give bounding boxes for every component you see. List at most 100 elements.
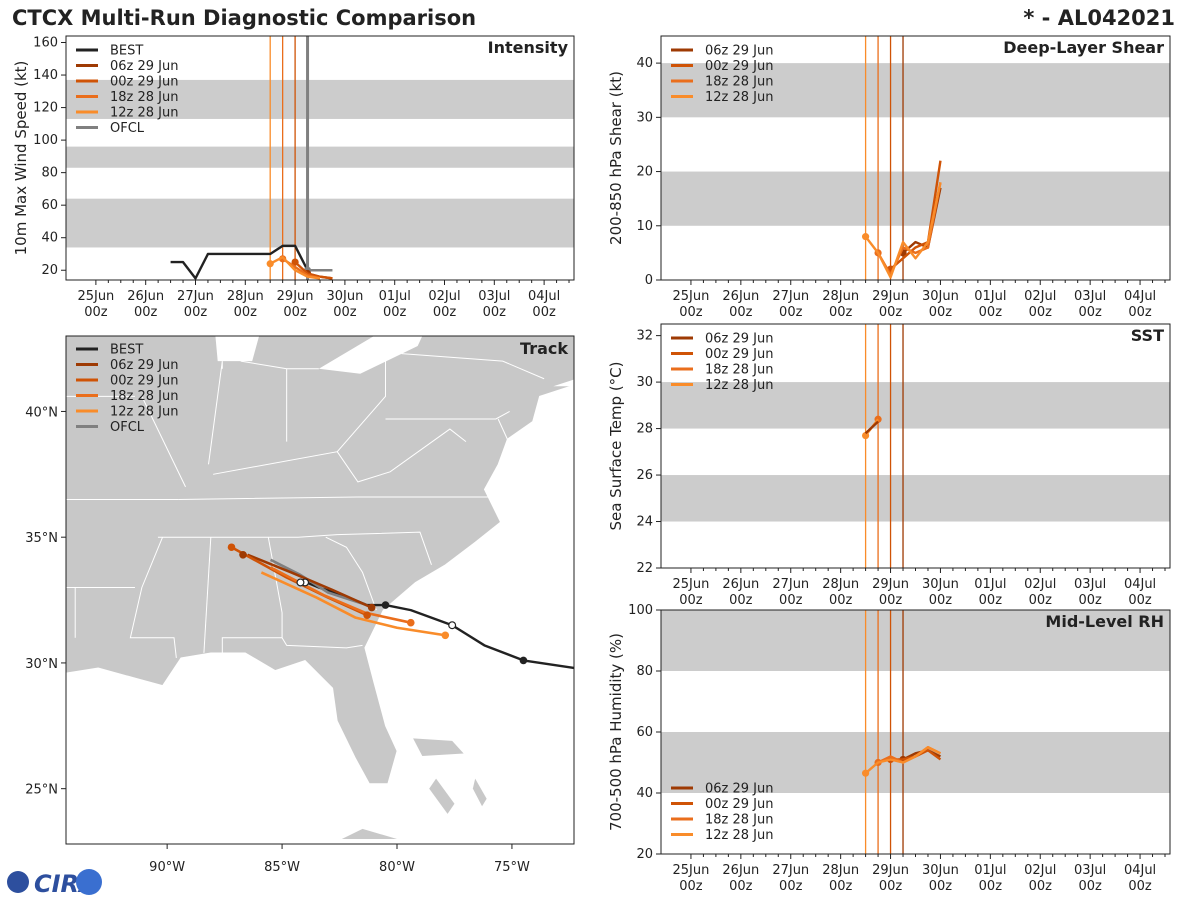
x-tick-label: 04Jul (1124, 863, 1156, 878)
x-tick-label: 00z (433, 305, 457, 320)
track-marker-run_00z (363, 611, 371, 619)
track-map-panel: 90°W 85°W 80°W 75°W 25°N 30°N 35°N 40°N Track BES… (25, 326, 575, 875)
series-line-run_06z (864, 420, 879, 435)
island (472, 778, 487, 807)
lon-tick-label: 85°W (264, 860, 300, 875)
track-line-run_06z (247, 553, 373, 609)
plot-area (66, 36, 574, 280)
x-tick-label: 29Jun (872, 577, 909, 592)
x-tick-label: 00z (1128, 593, 1152, 608)
x-tick-label: 25Jun (673, 577, 710, 592)
x-tick-label: 00z (879, 879, 903, 894)
state-border (401, 353, 545, 380)
x-tick-label: 00z (1128, 305, 1152, 320)
sst-panel: 22242628303225Jun00z26Jun00z27Jun00z28Ju… (607, 323, 1171, 608)
x-tick-label: 00z (829, 305, 853, 320)
legend-label: 06z 29 Jun (705, 44, 774, 59)
state-border (203, 537, 212, 653)
series-line-run_12z (864, 182, 942, 279)
state-border (281, 637, 363, 649)
x-tick-label: 04Jul (1124, 577, 1156, 592)
legend-label: OFCL (110, 420, 145, 435)
legend-label: 18z 28 Jun (110, 389, 179, 404)
panel-title: SST (1131, 326, 1164, 345)
legend-label: 12z 28 Jun (705, 90, 774, 105)
state-border (157, 531, 432, 566)
x-tick-label: 00z (979, 593, 1003, 608)
x-tick-label: 30Jun (922, 863, 959, 878)
legend-label: 06z 29 Jun (110, 358, 179, 373)
y-tick-label: 60 (636, 725, 653, 740)
x-tick-label: 30Jun (922, 577, 959, 592)
x-tick-label: 25Jun (77, 289, 114, 304)
rh-panel: 2040608010025Jun00z26Jun00z27Jun00z28Jun… (607, 603, 1171, 894)
legend-label: 00z 29 Jun (110, 374, 179, 389)
shaded-band (66, 146, 574, 168)
x-tick-label: 00z (829, 879, 853, 894)
x-tick-label: 00z (779, 593, 803, 608)
series-marker-run_12z (861, 769, 870, 777)
x-tick-label: 02Jul (1024, 577, 1056, 592)
island (341, 828, 398, 839)
y-tick-label: 30 (636, 375, 653, 390)
panel-title: Mid-Level RH (1045, 612, 1164, 631)
series-line-run_00z (294, 261, 333, 280)
legend-label: 12z 28 Jun (705, 378, 774, 393)
lon-tick-label: 90°W (149, 860, 185, 875)
legend-label: 06z 29 Jun (110, 59, 179, 74)
x-tick-label: 30Jun (326, 289, 363, 304)
track-line-run_12z (260, 571, 446, 637)
panel-title: Deep-Layer Shear (1003, 38, 1164, 57)
x-tick-label: 00z (134, 305, 158, 320)
y-tick-label: 40 (636, 56, 653, 71)
track-marker-run_12z (441, 631, 450, 640)
legend-label: 12z 28 Jun (110, 405, 179, 420)
x-tick-label: 00z (1078, 879, 1102, 894)
track-marker-run_00z (227, 543, 236, 552)
lake (318, 336, 423, 374)
lake (553, 379, 574, 387)
island (429, 778, 455, 814)
x-tick-label: 26Jun (722, 577, 759, 592)
track-marker-best (381, 601, 390, 609)
track-open-marker-ofcl (296, 578, 305, 587)
x-tick-label: 27Jun (772, 577, 809, 592)
y-tick-label: 80 (636, 664, 653, 679)
plot-area (661, 324, 1170, 568)
x-tick-label: 25Jun (673, 863, 710, 878)
state-border (325, 536, 377, 611)
panel-title: Track (520, 339, 568, 358)
panel-title: Intensity (488, 38, 569, 57)
lake (402, 326, 485, 336)
x-tick-label: 28Jun (822, 863, 859, 878)
shaded-band (661, 382, 1170, 429)
state-border (336, 428, 467, 483)
x-tick-label: 00z (1078, 305, 1102, 320)
x-tick-label: 00z (1029, 305, 1053, 320)
track-marker-best (519, 656, 528, 665)
track-marker-run_06z (239, 550, 247, 559)
shear-panel: 01020304025Jun00z26Jun00z27Jun00z28Jun00… (607, 35, 1171, 320)
x-tick-label: 00z (679, 879, 703, 894)
y-tick-label: 20 (636, 847, 653, 862)
figure-title: CTCX Multi-Run Diagnostic Comparison (12, 6, 476, 30)
plot-area (661, 610, 1170, 854)
y-tick-label: 140 (33, 68, 58, 83)
series-marker-run_12z (861, 233, 870, 241)
x-tick-label: 04Jul (528, 289, 560, 304)
x-tick-label: 00z (184, 305, 208, 320)
x-tick-label: 28Jun (227, 289, 264, 304)
legend-label: BEST (110, 343, 143, 358)
intensity-panel: 2040608010012014016025Jun00z26Jun00z27Ju… (12, 35, 575, 320)
x-tick-label: 00z (283, 305, 307, 320)
lat-tick-label: 25°N (25, 783, 58, 798)
x-tick-label: 00z (929, 305, 953, 320)
x-tick-label: 27Jun (177, 289, 214, 304)
x-tick-label: 00z (383, 305, 407, 320)
series-line-run_00z (889, 160, 942, 271)
x-tick-label: 30Jun (922, 289, 959, 304)
track-marker-run_18z (406, 618, 415, 627)
x-tick-label: 00z (979, 879, 1003, 894)
x-tick-label: 00z (729, 593, 753, 608)
x-tick-label: 02Jul (428, 289, 460, 304)
